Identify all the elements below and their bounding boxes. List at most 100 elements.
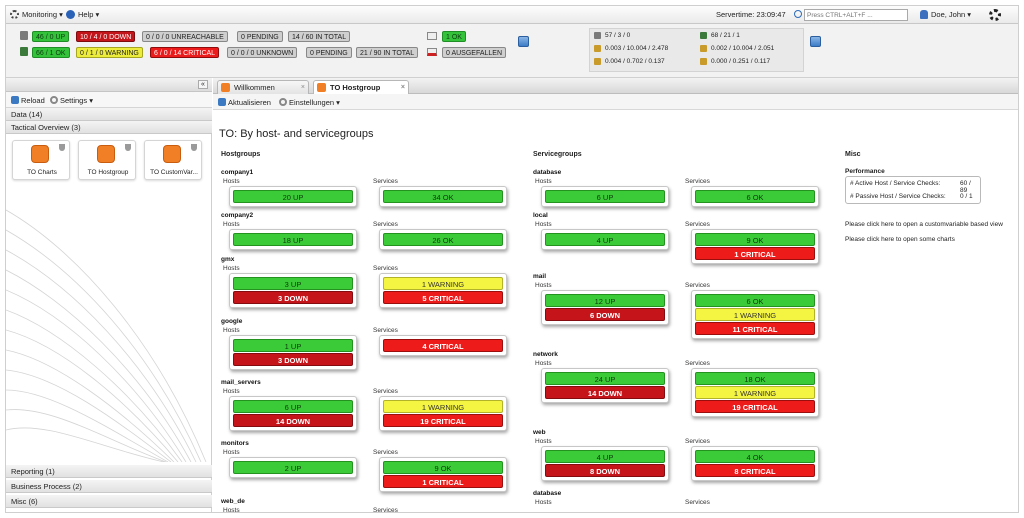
- host-state-bar[interactable]: 8 DOWN: [545, 464, 665, 477]
- service-state-bar[interactable]: 5 CRITICAL: [383, 291, 503, 304]
- host-state-bar[interactable]: 14 DOWN: [233, 414, 353, 427]
- perf-left-3: 0.004 / 0.702 / 0.137: [605, 58, 665, 65]
- host-state-bar[interactable]: 12 UP: [545, 294, 665, 307]
- service-status-box: 34 OK: [379, 186, 507, 207]
- services-pending-badge[interactable]: 0 PENDING: [306, 47, 352, 58]
- nodes-ok-badge[interactable]: 1 OK: [442, 31, 466, 42]
- group-name[interactable]: company2: [221, 212, 254, 219]
- service-state-bar[interactable]: 1 WARNING: [383, 277, 503, 290]
- services-unknown-badge[interactable]: 0 / 0 / 0 UNKNOWN: [227, 47, 298, 58]
- service-state-bar[interactable]: 1 WARNING: [695, 386, 815, 399]
- accordion-tactical-overview[interactable]: Tactical Overview (3): [6, 121, 212, 134]
- close-icon[interactable]: ×: [400, 84, 405, 91]
- host-state-bar[interactable]: 6 UP: [545, 190, 665, 203]
- service-status-box: 26 OK: [379, 229, 507, 250]
- host-state-bar[interactable]: 2 UP: [233, 461, 353, 474]
- host-state-bar[interactable]: 4 UP: [545, 233, 665, 246]
- service-state-bar[interactable]: 8 CRITICAL: [695, 464, 815, 477]
- service-state-bar[interactable]: 6 OK: [695, 190, 815, 203]
- host-state-bar[interactable]: 4 UP: [545, 450, 665, 463]
- service-state-bar[interactable]: 6 OK: [695, 294, 815, 307]
- host-state-bar[interactable]: 20 UP: [233, 190, 353, 203]
- accordion-business-process[interactable]: Business Process (2): [6, 480, 212, 493]
- group-name[interactable]: web: [533, 429, 546, 436]
- hosts-pending-badge[interactable]: 0 PENDING: [237, 31, 283, 42]
- host-state-bar[interactable]: 14 DOWN: [545, 386, 665, 399]
- tile-to-hostgroup[interactable]: TO Hostgroup: [78, 140, 136, 180]
- group-name[interactable]: database: [533, 490, 562, 497]
- services-warning-badge[interactable]: 0 / 1 / 0 WARNING: [76, 47, 143, 58]
- group-name[interactable]: network: [533, 351, 558, 358]
- user-menu[interactable]: Doe, John ▾: [931, 10, 972, 19]
- group-name[interactable]: database: [533, 169, 562, 176]
- tile-to-customvar[interactable]: TO CustomVar...: [144, 140, 202, 180]
- group-name[interactable]: company1: [221, 169, 254, 176]
- help-menu[interactable]: Help ▾: [78, 10, 100, 19]
- accordion-data[interactable]: Data (14): [6, 108, 212, 121]
- host-state-bar[interactable]: 6 DOWN: [545, 308, 665, 321]
- reload-icon: [11, 96, 19, 104]
- host-status-box: 4 UP 8 DOWN: [541, 446, 669, 481]
- charts-link[interactable]: Please click here to open some charts: [845, 236, 955, 243]
- group-name[interactable]: mail: [533, 273, 547, 280]
- perf-refresh-button[interactable]: [810, 36, 821, 47]
- services-ok-badge[interactable]: 66 / 1 OK: [32, 47, 70, 58]
- host-state-bar[interactable]: 3 DOWN: [233, 291, 353, 304]
- host-state-bar[interactable]: 18 UP: [233, 233, 353, 246]
- customvar-link[interactable]: Please click here to open a customvariab…: [845, 221, 1003, 228]
- service-state-bar[interactable]: 9 OK: [695, 233, 815, 246]
- hosts-total-badge[interactable]: 14 / 60 IN TOTAL: [288, 31, 351, 42]
- host-state-bar[interactable]: 3 DOWN: [233, 353, 353, 366]
- group-name[interactable]: local: [533, 212, 548, 219]
- service-state-bar[interactable]: 1 CRITICAL: [695, 247, 815, 260]
- settings-menu[interactable]: Settings ▾: [60, 96, 93, 105]
- host-perf-icon: [594, 32, 601, 39]
- services-label: Services: [685, 499, 710, 506]
- group-name[interactable]: google: [221, 318, 243, 325]
- service-state-bar[interactable]: 18 OK: [695, 372, 815, 385]
- status-refresh-button[interactable]: [518, 36, 529, 47]
- hosts-down-badge[interactable]: 10 / 4 / 0 DOWN: [76, 31, 136, 42]
- group-name[interactable]: monitors: [221, 440, 249, 447]
- collapse-icon[interactable]: «: [198, 80, 208, 89]
- group-name[interactable]: web_de: [221, 498, 245, 505]
- service-state-bar[interactable]: 26 OK: [383, 233, 503, 246]
- reload-button[interactable]: Reload: [21, 96, 45, 105]
- host-state-bar[interactable]: 24 UP: [545, 372, 665, 385]
- service-state-bar[interactable]: 1 CRITICAL: [383, 475, 503, 488]
- service-state-bar[interactable]: 19 CRITICAL: [383, 414, 503, 427]
- aktualisieren-button[interactable]: Aktualisieren: [228, 98, 271, 107]
- service-state-bar[interactable]: 19 CRITICAL: [695, 400, 815, 413]
- group-name[interactable]: gmx: [221, 256, 235, 263]
- services-label: Services: [685, 360, 710, 367]
- nodes-ausgefallen-badge[interactable]: 0 AUSGEFALLEN: [442, 47, 507, 58]
- accordion-reporting[interactable]: Reporting (1): [6, 465, 212, 478]
- services-critical-badge[interactable]: 6 / 0 / 14 CRITICAL: [150, 47, 220, 58]
- host-state-bar[interactable]: 6 UP: [233, 400, 353, 413]
- services-label: Services: [685, 282, 710, 289]
- host-state-bar[interactable]: 1 UP: [233, 339, 353, 352]
- tile-to-charts[interactable]: TO Charts: [12, 140, 70, 180]
- services-label: Services: [373, 388, 398, 395]
- service-state-bar[interactable]: 9 OK: [383, 461, 503, 474]
- service-state-bar[interactable]: 34 OK: [383, 190, 503, 203]
- services-total-badge[interactable]: 21 / 90 IN TOTAL: [356, 47, 419, 58]
- tab-willkommen[interactable]: Willkommen ×: [217, 80, 309, 94]
- service-state-bar[interactable]: 4 CRITICAL: [383, 339, 503, 352]
- monitoring-menu[interactable]: Monitoring ▾: [22, 10, 63, 19]
- tab-to-hostgroup[interactable]: TO Hostgroup ×: [313, 80, 409, 94]
- hosts-label: Hosts: [535, 438, 552, 445]
- service-state-bar[interactable]: 1 WARNING: [383, 400, 503, 413]
- service-state-bar[interactable]: 1 WARNING: [695, 308, 815, 321]
- hosts-up-badge[interactable]: 46 / 0 UP: [32, 31, 70, 42]
- hosts-unreachable-badge[interactable]: 0 / 0 / 0 UNREACHABLE: [142, 31, 228, 42]
- close-icon[interactable]: ×: [300, 84, 305, 91]
- host-state-bar[interactable]: 3 UP: [233, 277, 353, 290]
- search-input[interactable]: [804, 9, 908, 21]
- group-name[interactable]: mail_servers: [221, 379, 261, 386]
- einstellungen-menu[interactable]: Einstellungen ▾: [289, 98, 340, 107]
- accordion-misc[interactable]: Misc (6): [6, 495, 212, 508]
- service-state-bar[interactable]: 11 CRITICAL: [695, 322, 815, 335]
- perf-left-1: 57 / 3 / 0: [605, 32, 631, 39]
- service-state-bar[interactable]: 4 OK: [695, 450, 815, 463]
